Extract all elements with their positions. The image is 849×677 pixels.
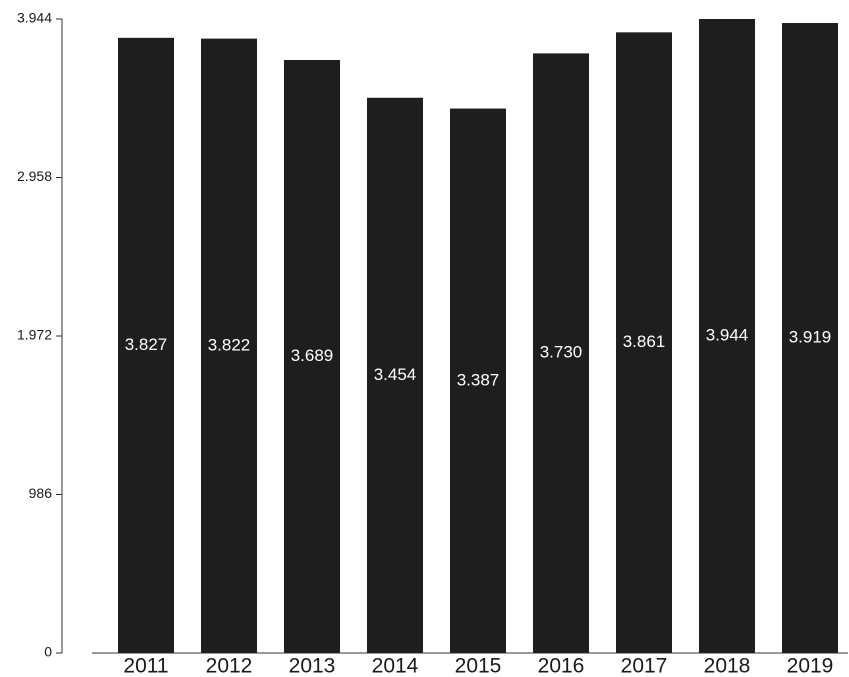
x-axis: 2011 2012 2013 2014 2015 2016 2017 2018 2019 xyxy=(92,652,848,677)
bar-2014 xyxy=(367,97,423,653)
data-label: 3.730 xyxy=(540,343,583,362)
x-tick-label: 2015 xyxy=(455,655,502,677)
data-label: 3.454 xyxy=(374,365,417,384)
data-label: 3.822 xyxy=(208,335,251,354)
bar-2011 xyxy=(118,37,174,654)
bars xyxy=(118,19,838,654)
data-label: 3.387 xyxy=(457,370,500,389)
x-tick-label: 2014 xyxy=(372,655,419,677)
y-tick-label: 1.972 xyxy=(17,327,52,343)
data-labels: 3.827 3.822 3.689 3.454 3.387 3.730 3.861 3.944… xyxy=(125,325,832,389)
bar-2015 xyxy=(450,108,506,654)
data-label: 3.827 xyxy=(125,335,168,354)
x-tick-label: 2018 xyxy=(704,655,751,677)
bar-2012 xyxy=(201,38,257,653)
data-label: 3.861 xyxy=(623,332,666,351)
bar-2013 xyxy=(284,59,340,653)
y-tick-label: 3.944 xyxy=(17,10,52,26)
bar-2018 xyxy=(699,19,755,653)
data-label: 3.944 xyxy=(706,325,749,344)
x-tick-label: 2011 xyxy=(123,655,168,677)
x-tick-label: 2013 xyxy=(289,655,336,677)
bar-2016 xyxy=(533,53,589,653)
x-tick-label: 2017 xyxy=(621,655,668,677)
x-tick-label: 2012 xyxy=(206,655,253,677)
x-tick-label: 2019 xyxy=(787,655,834,677)
y-tick-label: 2.958 xyxy=(17,168,52,184)
y-tick-label: 0 xyxy=(44,644,52,660)
data-label: 3.689 xyxy=(291,346,334,365)
data-label: 3.919 xyxy=(789,327,832,346)
y-tick-label: 986 xyxy=(29,485,53,501)
bar-2019 xyxy=(782,23,838,654)
y-axis: 0 986 1.972 2.958 3.944 xyxy=(17,10,63,660)
x-tick-label: 2016 xyxy=(538,655,585,677)
bar-2017 xyxy=(616,32,672,654)
